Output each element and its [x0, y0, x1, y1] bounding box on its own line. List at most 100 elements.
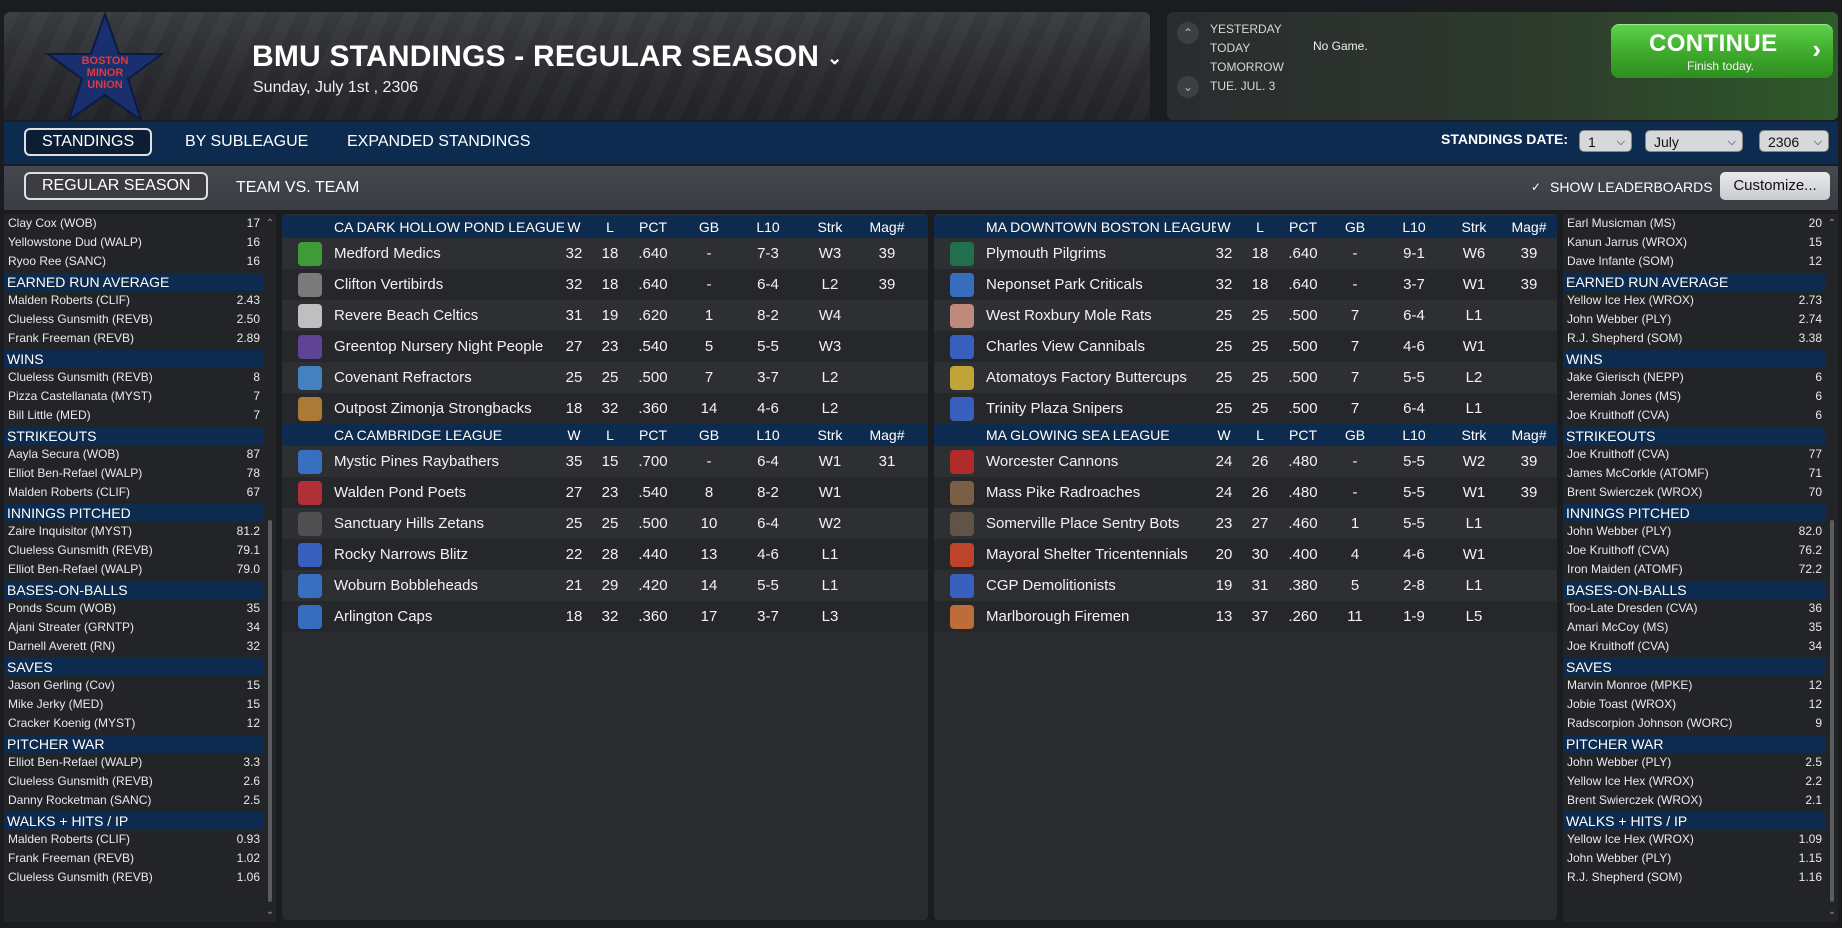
chevron-down-icon[interactable]: ⌄	[827, 47, 843, 68]
column-header-w[interactable]: W	[567, 427, 581, 443]
column-header-l10[interactable]: L10	[1402, 219, 1426, 235]
column-header-l[interactable]: L	[606, 427, 614, 443]
leader-row[interactable]: Frank Freeman (REVB) 1.02	[4, 849, 264, 868]
column-header-gb[interactable]: GB	[698, 219, 720, 235]
leader-row[interactable]: Clueless Gunsmith (REVB) 2.50	[4, 310, 264, 329]
team-row[interactable]: Outpost Zimonja Strongbacks 18 32 .360 14 4-6…	[282, 393, 928, 424]
leader-row[interactable]: Ponds Scum (WOB) 35	[4, 599, 264, 618]
leader-row[interactable]: Malden Roberts (CLIF) 2.43	[4, 291, 264, 310]
team-name[interactable]: Charles View Cannibals	[986, 338, 1145, 355]
column-header-gb[interactable]: GB	[1344, 219, 1366, 235]
team-name[interactable]: Outpost Zimonja Strongbacks	[334, 400, 532, 417]
day-select[interactable]: 1 ⌵	[1579, 130, 1632, 152]
team-name[interactable]: Neponset Park Criticals	[986, 276, 1143, 293]
team-row[interactable]: Atomatoys Factory Buttercups 25 25 .500 7 5-5…	[934, 362, 1557, 393]
column-header-w[interactable]: W	[1217, 427, 1231, 443]
page-title[interactable]: BMU STANDINGS - REGULAR SEASON ⌄	[252, 40, 842, 74]
leader-category-header[interactable]: STRIKEOUTS	[4, 427, 264, 445]
team-row[interactable]: Worcester Cannons 24 26 .480 - 5-5 W2 39	[934, 446, 1557, 477]
day-tomorrow[interactable]: TOMORROW	[1210, 60, 1284, 74]
leader-row[interactable]: Iron Maiden (ATOMF) 72.2	[1563, 560, 1826, 579]
team-name[interactable]: Medford Medics	[334, 245, 441, 262]
team-name[interactable]: Clifton Vertibirds	[334, 276, 444, 293]
team-name[interactable]: Atomatoys Factory Buttercups	[986, 369, 1187, 386]
leader-row[interactable]: Joe Kruithoff (CVA) 34	[1563, 637, 1826, 656]
column-header-strk[interactable]: Strk	[817, 219, 843, 235]
leader-row[interactable]: Elliot Ben-Refael (WALP) 3.3	[4, 753, 264, 772]
chevron-up-icon[interactable]: ⌃	[1177, 22, 1199, 44]
team-row[interactable]: Covenant Refractors 25 25 .500 7 3-7 L2	[282, 362, 928, 393]
team-name[interactable]: Covenant Refractors	[334, 369, 472, 386]
leader-row[interactable]: Yellow Ice Hex (WROX) 1.09	[1563, 830, 1826, 849]
scrollbar-right[interactable]: ⌃ ⌄	[1826, 214, 1838, 922]
year-select[interactable]: 2306 ⌵	[1759, 130, 1829, 152]
chevron-down-icon[interactable]: ⌄	[1177, 76, 1199, 98]
leader-category-header[interactable]: WALKS + HITS / IP	[4, 812, 264, 830]
leader-row[interactable]: R.J. Shepherd (SOM) 1.16	[1563, 868, 1826, 887]
column-header-l[interactable]: L	[1256, 427, 1264, 443]
team-row[interactable]: Rocky Narrows Blitz 22 28 .440 13 4-6 L1	[282, 539, 928, 570]
column-header-strk[interactable]: Strk	[1461, 427, 1487, 443]
leader-category-header[interactable]: SAVES	[4, 658, 264, 676]
leader-row[interactable]: Earl Musicman (MS) 20	[1563, 214, 1826, 233]
team-row[interactable]: Marlborough Firemen 13 37 .260 11 1-9 L5	[934, 601, 1557, 632]
tab-by-subleague[interactable]: BY SUBLEAGUE	[185, 133, 309, 150]
leader-row[interactable]: Malden Roberts (CLIF) 67	[4, 483, 264, 502]
team-row[interactable]: Mystic Pines Raybathers 35 15 .700 - 6-4 W1 31	[282, 446, 928, 477]
scroll-down-icon[interactable]: ⌄	[1827, 906, 1837, 917]
team-name[interactable]: Walden Pond Poets	[334, 484, 467, 501]
column-header-l[interactable]: L	[1256, 219, 1264, 235]
day-today[interactable]: TODAY	[1210, 41, 1251, 55]
team-name[interactable]: Plymouth Pilgrims	[986, 245, 1107, 262]
tab-standings[interactable]: STANDINGS	[24, 128, 153, 156]
leader-row[interactable]: Darnell Averett (RN) 32	[4, 637, 264, 656]
leader-row[interactable]: John Webber (PLY) 2.5	[1563, 753, 1826, 772]
team-name[interactable]: Greentop Nursery Night People	[334, 338, 544, 355]
leader-category-header[interactable]: BASES-ON-BALLS	[4, 581, 264, 599]
column-header-pct[interactable]: PCT	[639, 427, 667, 443]
leader-category-header[interactable]: BASES-ON-BALLS	[1563, 581, 1826, 599]
leader-category-header[interactable]: EARNED RUN AVERAGE	[4, 273, 264, 291]
team-name[interactable]: Woburn Bobbleheads	[334, 577, 478, 594]
column-header-gb[interactable]: GB	[1344, 427, 1366, 443]
leader-row[interactable]: Ryoo Ree (SANC) 16	[4, 252, 264, 271]
leader-row[interactable]: Marvin Monroe (MPKE) 12	[1563, 676, 1826, 695]
day-next[interactable]: TUE. JUL. 3	[1210, 79, 1276, 93]
team-row[interactable]: Clifton Vertibirds 32 18 .640 - 6-4 L2 39	[282, 269, 928, 300]
team-row[interactable]: Woburn Bobbleheads 21 29 .420 14 5-5 L1	[282, 570, 928, 601]
leaderboard-left[interactable]: Clay Cox (WOB) 17 Yellowstone Dud (WALP) 16…	[4, 214, 276, 922]
team-row[interactable]: Plymouth Pilgrims 32 18 .640 - 9-1 W6 39	[934, 238, 1557, 269]
leader-category-header[interactable]: STRIKEOUTS	[1563, 427, 1826, 445]
scroll-up-icon[interactable]: ⌃	[1827, 218, 1837, 229]
tab-regular-season[interactable]: REGULAR SEASON	[24, 172, 209, 200]
leader-row[interactable]: Ajani Streater (GRNTP) 34	[4, 618, 264, 637]
scroll-thumb[interactable]	[268, 520, 272, 902]
column-header-pct[interactable]: PCT	[1289, 219, 1317, 235]
leader-row[interactable]: James McCorkle (ATOMF) 71	[1563, 464, 1826, 483]
leader-row[interactable]: Aayla Secura (WOB) 87	[4, 445, 264, 464]
leader-row[interactable]: Clueless Gunsmith (REVB) 1.06	[4, 868, 264, 887]
tab-expanded-standings[interactable]: EXPANDED STANDINGS	[347, 133, 531, 150]
leader-row[interactable]: Mike Jerky (MED) 15	[4, 695, 264, 714]
column-header-gb[interactable]: GB	[698, 427, 720, 443]
scrollbar-left[interactable]: ⌃ ⌄	[264, 214, 276, 922]
team-name[interactable]: West Roxbury Mole Rats	[986, 307, 1152, 324]
team-name[interactable]: Mystic Pines Raybathers	[334, 453, 500, 470]
team-name[interactable]: Somerville Place Sentry Bots	[986, 515, 1180, 532]
league-name[interactable]: MA GLOWING SEA LEAGUE	[986, 427, 1170, 443]
leader-row[interactable]: Dave Infante (SOM) 12	[1563, 252, 1826, 271]
team-row[interactable]: Revere Beach Celtics 31 19 .620 1 8-2 W4	[282, 300, 928, 331]
leader-row[interactable]: Clueless Gunsmith (REVB) 8	[4, 368, 264, 387]
team-row[interactable]: Mayoral Shelter Tricentennials 20 30 .400 4 4…	[934, 539, 1557, 570]
leader-row[interactable]: Pizza Castellanata (MYST) 7	[4, 387, 264, 406]
leader-row[interactable]: Joe Kruithoff (CVA) 76.2	[1563, 541, 1826, 560]
leader-row[interactable]: Jason Gerling (Cov) 15	[4, 676, 264, 695]
team-name[interactable]: Sanctuary Hills Zetans	[334, 515, 485, 532]
leader-category-header[interactable]: SAVES	[1563, 658, 1826, 676]
team-row[interactable]: Neponset Park Criticals 32 18 .640 - 3-7 W1 39	[934, 269, 1557, 300]
leader-category-header[interactable]: INNINGS PITCHED	[1563, 504, 1826, 522]
team-row[interactable]: Arlington Caps 18 32 .360 17 3-7 L3	[282, 601, 928, 632]
team-name[interactable]: Arlington Caps	[334, 608, 433, 625]
leader-row[interactable]: Brent Swierczek (WROX) 70	[1563, 483, 1826, 502]
team-row[interactable]: Walden Pond Poets 27 23 .540 8 8-2 W1	[282, 477, 928, 508]
